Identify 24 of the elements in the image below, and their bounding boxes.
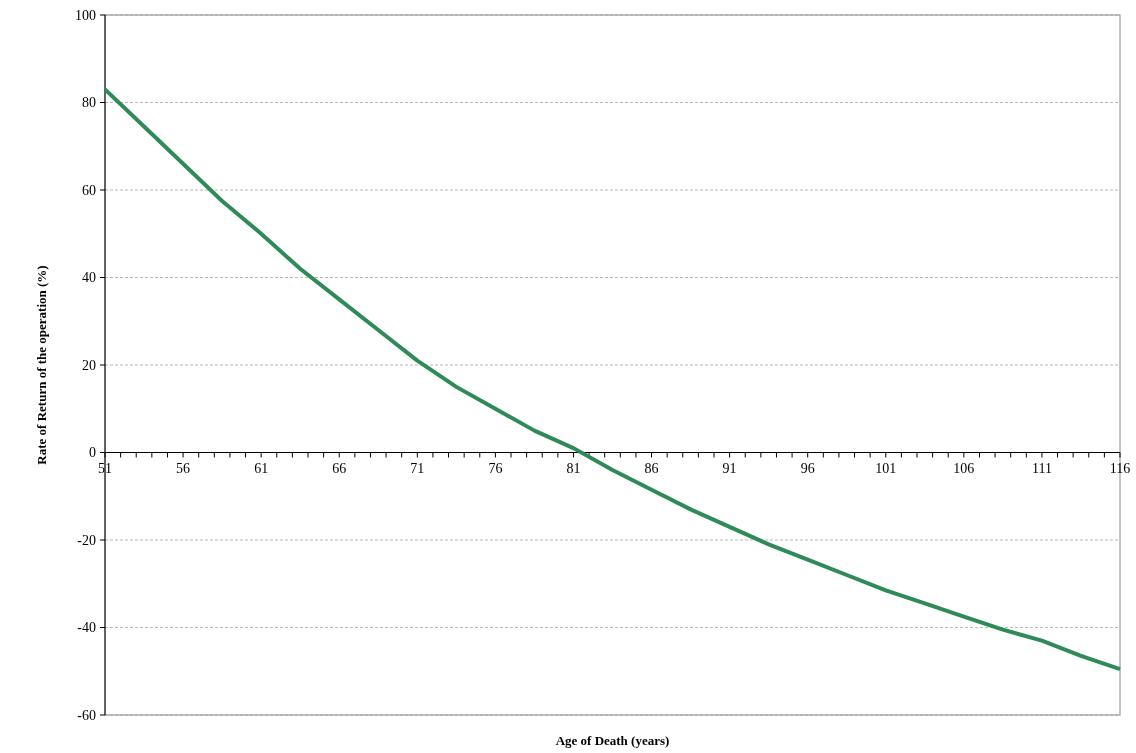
y-tick-label: 40 [82, 270, 96, 286]
x-tick-label: 86 [644, 460, 659, 476]
y-tick-label: 20 [82, 357, 96, 373]
y-tick-label: -60 [77, 707, 96, 723]
x-tick-label: 101 [875, 460, 897, 476]
x-tick-label: 66 [332, 460, 347, 476]
y-tick-label: 100 [75, 7, 96, 23]
x-tick-label: 76 [488, 460, 503, 476]
x-tick-label: 116 [1109, 460, 1131, 476]
y-tick-label: -40 [77, 620, 96, 636]
y-tick-label: 0 [89, 445, 96, 461]
y-tick-label: 80 [82, 95, 96, 111]
x-tick-label: 81 [566, 460, 581, 476]
x-axis-title: Age of Death (years) [555, 733, 670, 748]
x-tick-label: 96 [800, 460, 815, 476]
x-tick-label: 56 [176, 460, 191, 476]
x-tick-label: 71 [410, 460, 425, 476]
x-tick-label: 91 [722, 460, 737, 476]
x-tick-label: 111 [1031, 460, 1052, 476]
y-tick-label: -20 [77, 532, 96, 548]
y-tick-label: 60 [82, 182, 96, 198]
x-tick-label: 106 [953, 460, 975, 476]
x-tick-label: 61 [254, 460, 269, 476]
y-axis-title: Rate of Return of the operation (%) [34, 265, 49, 465]
